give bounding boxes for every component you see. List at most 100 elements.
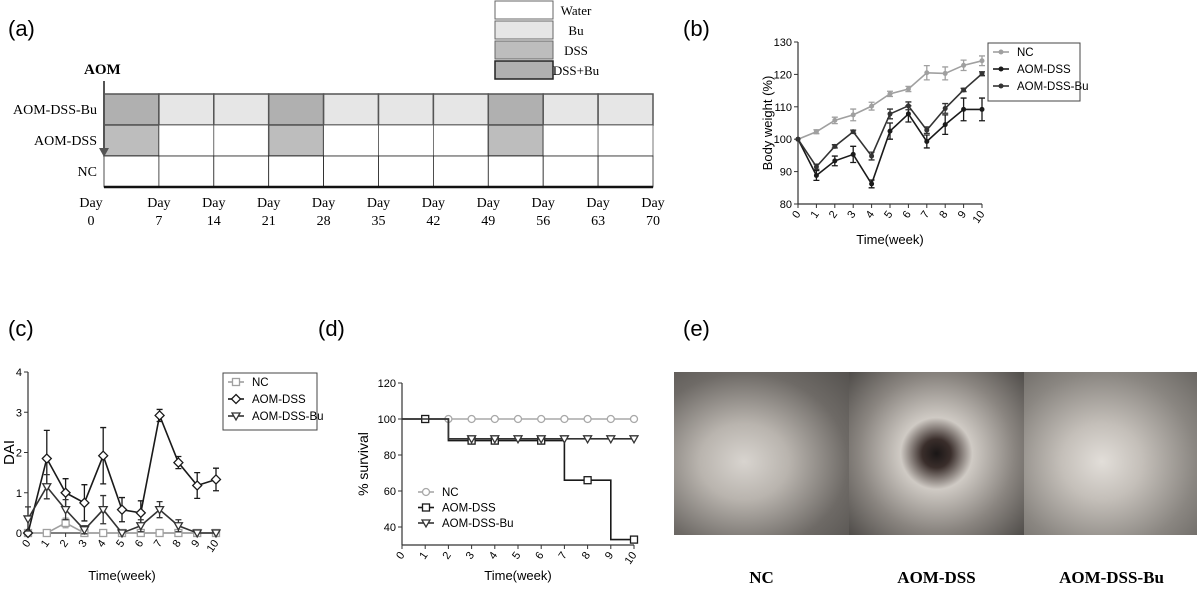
data-point [582,435,593,445]
x-tick-label: 6 [901,209,914,221]
y-tick-label: 60 [384,486,396,498]
data-point [924,138,930,144]
day-label: 0 [88,214,95,229]
data-point [961,106,967,112]
data-point [942,70,948,76]
series-nc: NC [795,47,1034,142]
series-aom-dss-bu: AOM-DSS-Bu [402,418,640,530]
day-label-prefix: Day [641,196,664,211]
data-point [832,117,838,123]
x-tick-label: 0 [20,538,33,550]
series-nc: NC [402,414,639,499]
x-tick-label: 10 [205,538,222,555]
legend-box [222,372,318,431]
schedule-cell [103,155,160,188]
legend-label: DSS [564,43,588,58]
data-point [192,529,203,539]
x-tick-label: 2 [441,550,454,562]
x-tick-label: 7 [919,209,932,221]
y-tick-label: 2 [16,448,22,460]
x-tick-label: 5 [510,550,523,562]
data-point [979,106,985,112]
data-point [832,158,838,164]
data-point [813,172,819,178]
x-tick-label: 2 [58,538,71,550]
data-point [61,518,70,528]
x-tick-label: 7 [557,550,570,562]
x-tick-label: 8 [580,550,593,562]
data-point [887,91,893,97]
aom-label: AOM [84,62,121,78]
photo-aom-dss-bu [1024,372,1197,535]
legend-label: AOM-DSS [1017,64,1071,76]
data-point [606,414,615,424]
schedule-cell [213,155,270,188]
data-point [905,86,911,92]
data-point [869,103,875,109]
data-point [850,151,856,157]
data-point [924,70,930,76]
data-point [887,111,893,117]
series-line [797,73,983,169]
data-point [850,112,856,118]
data-point [230,412,242,422]
day-label: 35 [372,214,386,229]
data-point [629,535,639,544]
data-point [230,393,242,405]
data-point [42,528,51,538]
legend-label: AOM-DSS-Bu [1017,81,1089,93]
day-label: 56 [536,214,550,229]
schedule-cell [323,155,379,188]
data-point [420,519,432,529]
data-point [116,504,128,516]
data-point [421,503,431,512]
data-point [813,129,819,135]
legend-label: DSS+Bu [553,63,600,78]
x-tick-label: 3 [77,538,90,550]
data-point [79,526,90,536]
data-point [869,181,875,187]
body-weight-chart: 80 90 100 110 120 130 0 1 2 3 4 5 6 7 8 9 10 Time(week) Bo… [760,37,1089,247]
data-point [490,414,499,424]
schedule-diagram: Water Bu DSS DSS+Bu AOM-DSS-Bu AOM-DSS NC Day 0 D… [13,0,665,229]
data-point [869,153,875,159]
data-point [489,435,500,445]
x-axis-label: Time(week) [856,232,923,247]
survival-chart: 40 60 80 100 120 0 1 2 3 4 5 6 7 8 9 10 Time(week) % surv… [355,378,639,583]
schedule-cell [103,124,160,157]
data-point [231,377,241,387]
y-tick-label: 1 [16,488,22,500]
photo-aom-dss [849,372,1024,535]
series-line [797,108,982,186]
x-tick-label: 0 [790,209,803,221]
data-point [998,83,1004,89]
data-point [795,136,801,142]
y-axis-label: DAI [1,440,18,465]
data-point [628,435,640,445]
x-tick-label: 8 [171,538,184,550]
y-tick-label: 100 [378,414,396,426]
row-label: AOM-DSS [34,134,97,149]
day-label-prefix: Day [257,196,280,211]
x-tick-label: 6 [533,550,546,562]
x-tick-label: 7 [152,538,165,550]
data-point [583,414,592,424]
schedule-cell [268,155,325,188]
data-point [210,474,222,485]
x-tick-label: 9 [603,550,616,562]
data-point [513,414,523,424]
data-point [97,450,109,462]
x-tick-label: 3 [464,550,477,562]
legend-label: AOM-DSS [442,503,496,515]
data-point [942,105,948,111]
schedule-cell [103,93,160,126]
data-point [135,522,146,532]
y-tick-label: 3 [16,407,22,419]
day-label-prefix: Day [312,196,335,211]
data-point [154,410,166,421]
y-axis-label: Body weight (%) [760,76,775,171]
x-tick-label: 0 [394,550,407,562]
schedule-cell [213,93,270,126]
